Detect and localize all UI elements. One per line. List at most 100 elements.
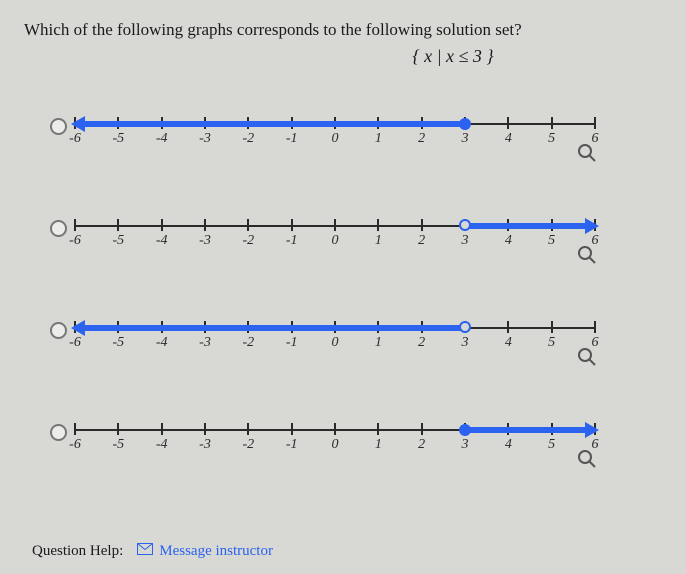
tick-label: 2 bbox=[418, 131, 425, 147]
tick-mark bbox=[74, 219, 76, 231]
tick-label: -4 bbox=[156, 233, 168, 249]
tick-label: 5 bbox=[548, 233, 555, 249]
option-row: -6-5-4-3-2-10123456 bbox=[50, 413, 662, 453]
tick-mark bbox=[421, 219, 423, 231]
magnify-icon[interactable] bbox=[577, 347, 597, 367]
tick-label: 1 bbox=[375, 335, 382, 351]
tick-label: -5 bbox=[112, 131, 124, 147]
tick-label: 4 bbox=[505, 233, 512, 249]
tick-mark bbox=[594, 117, 596, 129]
tick-label: -5 bbox=[112, 437, 124, 453]
solution-ray bbox=[81, 121, 465, 127]
tick-label: 2 bbox=[418, 335, 425, 351]
tick-label: -3 bbox=[199, 233, 211, 249]
message-instructor-link[interactable]: Message instructor bbox=[137, 543, 273, 560]
arrow-right-icon bbox=[585, 422, 599, 438]
tick-label: 1 bbox=[375, 437, 382, 453]
tick-label: -1 bbox=[286, 437, 298, 453]
tick-label: -6 bbox=[69, 437, 81, 453]
tick-mark bbox=[377, 219, 379, 231]
tick-label: -5 bbox=[112, 335, 124, 351]
tick-label: 0 bbox=[332, 335, 339, 351]
magnify-icon[interactable] bbox=[577, 143, 597, 163]
tick-label: 4 bbox=[505, 335, 512, 351]
question-text: Which of the following graphs correspond… bbox=[24, 18, 662, 42]
message-instructor-text: Message instructor bbox=[159, 543, 273, 560]
number-line: -6-5-4-3-2-10123456 bbox=[75, 209, 595, 249]
tick-label: -4 bbox=[156, 437, 168, 453]
tick-mark bbox=[334, 219, 336, 231]
number-line: -6-5-4-3-2-10123456 bbox=[75, 107, 595, 147]
tick-mark bbox=[421, 423, 423, 435]
number-line: -6-5-4-3-2-10123456 bbox=[75, 413, 595, 453]
tick-label: -2 bbox=[242, 437, 254, 453]
mail-icon bbox=[137, 543, 153, 560]
answer-radio[interactable] bbox=[50, 220, 67, 237]
tick-label: -4 bbox=[156, 131, 168, 147]
tick-label: 1 bbox=[375, 131, 382, 147]
tick-mark bbox=[161, 219, 163, 231]
tick-label: -2 bbox=[242, 131, 254, 147]
number-line: -6-5-4-3-2-10123456 bbox=[75, 311, 595, 351]
tick-mark bbox=[291, 423, 293, 435]
open-endpoint-icon bbox=[459, 219, 471, 231]
answer-radio[interactable] bbox=[50, 118, 67, 135]
tick-mark bbox=[74, 423, 76, 435]
magnify-icon[interactable] bbox=[577, 245, 597, 265]
tick-label: 5 bbox=[548, 131, 555, 147]
tick-label: 2 bbox=[418, 233, 425, 249]
tick-mark bbox=[377, 423, 379, 435]
question-help-row: Question Help: Message instructor bbox=[32, 543, 273, 560]
tick-label: -1 bbox=[286, 335, 298, 351]
arrow-left-icon bbox=[71, 116, 85, 132]
tick-mark bbox=[507, 117, 509, 129]
tick-mark bbox=[551, 321, 553, 333]
tick-label: -5 bbox=[112, 233, 124, 249]
tick-label: 4 bbox=[505, 437, 512, 453]
option-row: -6-5-4-3-2-10123456 bbox=[50, 311, 662, 351]
open-endpoint-icon bbox=[459, 321, 471, 333]
tick-mark bbox=[291, 219, 293, 231]
magnify-icon[interactable] bbox=[577, 449, 597, 469]
tick-label: 3 bbox=[462, 131, 469, 147]
answer-radio[interactable] bbox=[50, 424, 67, 441]
tick-mark bbox=[594, 321, 596, 333]
tick-mark bbox=[204, 219, 206, 231]
tick-label: 2 bbox=[418, 437, 425, 453]
tick-mark bbox=[247, 423, 249, 435]
tick-mark bbox=[247, 219, 249, 231]
option-row: -6-5-4-3-2-10123456 bbox=[50, 107, 662, 147]
tick-label: -6 bbox=[69, 233, 81, 249]
tick-mark bbox=[161, 423, 163, 435]
tick-label: 5 bbox=[548, 335, 555, 351]
tick-label: 3 bbox=[462, 335, 469, 351]
tick-mark bbox=[117, 423, 119, 435]
solution-set-expression: { x | x ≤ 3 } bbox=[244, 46, 662, 67]
solution-ray bbox=[465, 427, 589, 433]
closed-endpoint-icon bbox=[459, 118, 471, 130]
tick-label: -4 bbox=[156, 335, 168, 351]
arrow-right-icon bbox=[585, 218, 599, 234]
tick-label: 0 bbox=[332, 233, 339, 249]
solution-ray bbox=[465, 223, 589, 229]
tick-label: -6 bbox=[69, 335, 81, 351]
tick-label: -2 bbox=[242, 335, 254, 351]
tick-label: 5 bbox=[548, 437, 555, 453]
tick-label: 0 bbox=[332, 437, 339, 453]
tick-label: -3 bbox=[199, 131, 211, 147]
option-row: -6-5-4-3-2-10123456 bbox=[50, 209, 662, 249]
tick-label: 4 bbox=[505, 131, 512, 147]
tick-mark bbox=[507, 321, 509, 333]
tick-mark bbox=[334, 423, 336, 435]
tick-mark bbox=[117, 219, 119, 231]
tick-label: -2 bbox=[242, 233, 254, 249]
answer-radio[interactable] bbox=[50, 322, 67, 339]
tick-label: 1 bbox=[375, 233, 382, 249]
tick-label: 3 bbox=[462, 437, 469, 453]
tick-label: 0 bbox=[332, 131, 339, 147]
tick-label: -3 bbox=[199, 335, 211, 351]
tick-label: -3 bbox=[199, 437, 211, 453]
tick-mark bbox=[551, 117, 553, 129]
closed-endpoint-icon bbox=[459, 424, 471, 436]
tick-mark bbox=[204, 423, 206, 435]
